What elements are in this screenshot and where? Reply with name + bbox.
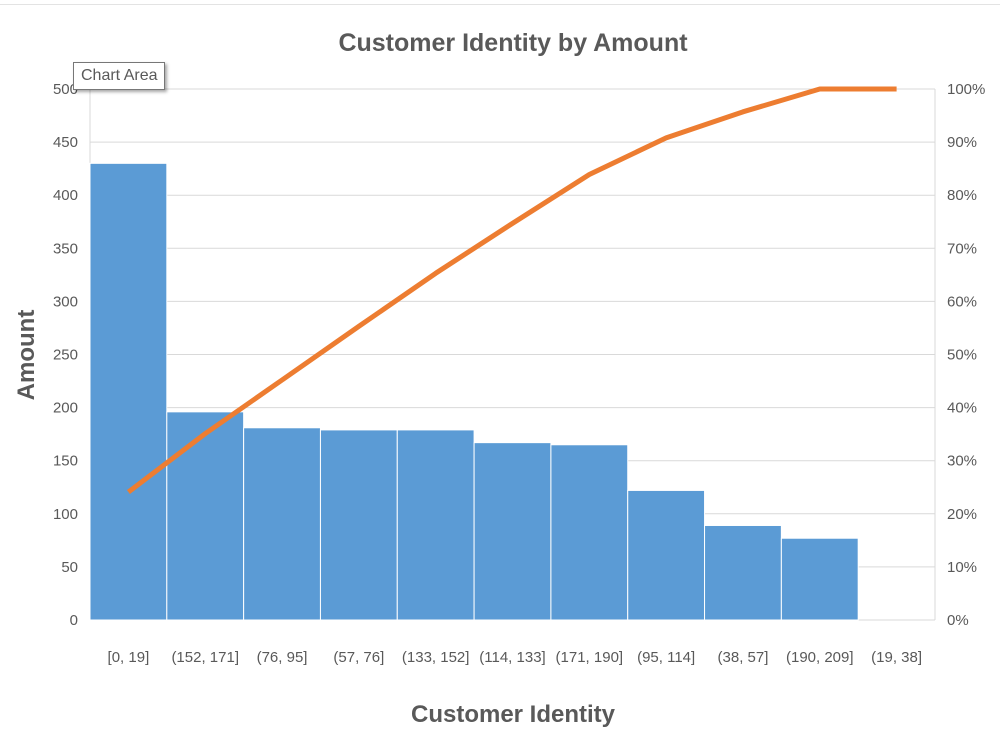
x-tick-label: (76, 95] [257,649,308,666]
x-tick-label: [0, 19] [108,649,150,666]
bar[interactable] [627,489,706,621]
x-tick-label: (95, 114] [637,649,695,666]
bar[interactable] [473,442,552,621]
bar[interactable] [166,411,245,621]
y-tick-label: 400 [53,187,78,204]
y-tick-label: 500 [53,81,78,98]
y-axis-ticks: 0 50 100 150 200 250 300 350 400 450 500 [53,81,78,629]
x-axis-title: Customer Identity [411,701,616,728]
y2-tick-label: 0% [947,612,969,629]
x-tick-label: (171, 190] [556,649,624,666]
y-tick-label: 0 [70,612,78,629]
y-tick-label: 450 [53,134,78,151]
x-tick-label: (133, 152] [402,649,470,666]
bar[interactable] [550,444,629,621]
x-tick-label: (114, 133] [479,649,545,666]
y-tick-label: 300 [53,293,78,310]
bar[interactable] [780,537,859,621]
y2-tick-label: 80% [947,187,977,204]
x-tick-label: (19, 38] [871,649,922,666]
chart-area-tooltip: Chart Area [73,62,166,90]
y-tick-label: 150 [53,453,78,470]
y2-tick-label: 10% [947,559,977,576]
y2-tick-label: 60% [947,293,977,310]
y-tick-label: 350 [53,240,78,257]
y-tick-label: 50 [61,559,78,576]
y-tick-label: 200 [53,400,78,417]
y2-tick-label: 50% [947,347,977,364]
x-axis-ticks: [0, 19] (152, 171] (76, 95] (57, 76] (133, 1… [108,649,922,666]
spreadsheet-header-edge [0,0,1000,5]
bars [89,162,859,621]
bar[interactable] [396,429,475,621]
bar[interactable] [243,427,321,621]
y2-tick-label: 100% [947,81,985,98]
y-axis-title: Amount [13,310,40,401]
x-tick-label: (152, 171] [171,649,239,666]
y2-tick-label: 70% [947,240,977,257]
y2-tick-label: 90% [947,134,977,151]
chart-title: Customer Identity by Amount [338,29,688,57]
y-tick-label: 250 [53,347,78,364]
bar[interactable] [89,162,168,621]
x-tick-label: (38, 57] [718,649,769,666]
y2-tick-label: 40% [947,400,977,417]
x-tick-label: (190, 209] [786,649,854,666]
cumulative-percent-line[interactable] [126,86,897,495]
bar[interactable] [704,524,782,621]
x-tick-label: (57, 76] [333,649,384,666]
cumulative-line [126,86,897,495]
y2-tick-label: 30% [947,453,977,470]
y-tick-label: 100 [53,506,78,523]
bar[interactable] [319,429,398,621]
y2-tick-label: 20% [947,506,977,523]
y2-axis-ticks: 0% 10% 20% 30% 40% 50% 60% 70% 80% 90% 100% [947,81,985,629]
